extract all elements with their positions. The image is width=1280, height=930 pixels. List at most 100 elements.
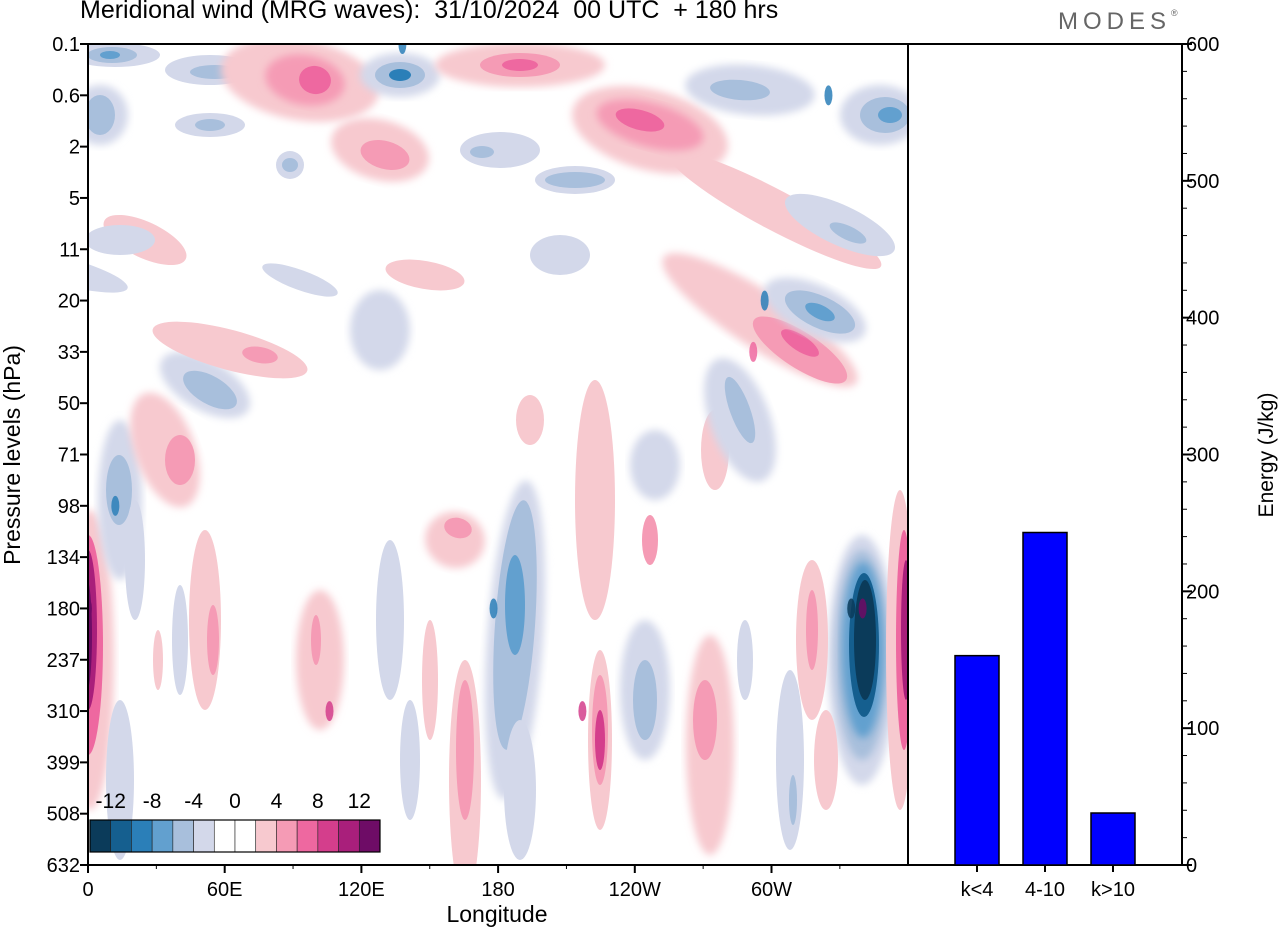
contour-blob xyxy=(854,580,876,700)
contour-blob xyxy=(444,517,472,539)
contour-blob xyxy=(422,620,438,740)
energy-tick-label: 200 xyxy=(1186,581,1219,603)
x-tick-label: 120E xyxy=(338,879,385,901)
contour-blob xyxy=(183,370,237,410)
energy-bar xyxy=(954,654,1000,866)
feature-core xyxy=(749,341,758,362)
contour-blob xyxy=(776,670,804,850)
contour-blob xyxy=(710,79,770,101)
y-tick-label: 632 xyxy=(47,855,80,877)
x-tick-label: 180 xyxy=(481,879,514,901)
contour-blob xyxy=(153,630,163,690)
contour-blob xyxy=(385,259,465,291)
heatmap-field xyxy=(88,44,908,865)
contour-blob xyxy=(195,119,225,131)
colorbar: -12 -8 -4 0 4 8 12 xyxy=(89,790,381,853)
contour-blob xyxy=(630,430,680,500)
brand-logo: MODES® xyxy=(1058,8,1178,36)
colorbar-swatch xyxy=(172,819,194,853)
x-tick-label: 60W xyxy=(751,879,792,901)
y-axis-title: Pressure levels (hPa) xyxy=(0,345,25,565)
colorbar-swatch xyxy=(276,819,298,853)
contour-blob xyxy=(311,615,321,665)
energy-axis: 0 100 200 300 400 500 600 Energy (J/kg) xyxy=(1181,34,1278,877)
colorbar-swatch xyxy=(338,819,360,853)
contour-blob xyxy=(878,107,902,123)
colorbar-swatch xyxy=(296,819,319,853)
contour-blob xyxy=(299,65,331,95)
feature-core xyxy=(111,495,120,516)
y-tick-label: 5 xyxy=(69,188,80,210)
page-title: Meridional wind (MRG waves): 31/10/2024 … xyxy=(80,0,779,24)
brand-name: MODES xyxy=(1058,8,1172,35)
contour-blob xyxy=(172,585,188,695)
contour-blob xyxy=(88,247,128,293)
y-tick-label: 11 xyxy=(59,239,80,261)
contour-blob xyxy=(425,511,485,569)
contour-blob xyxy=(642,515,658,565)
y-tick-label: 237 xyxy=(47,650,80,672)
x-tick-label: 120W xyxy=(609,879,661,901)
x-tick-label: 0 xyxy=(82,879,93,901)
bar-category-label: k>10 xyxy=(1091,879,1135,901)
contour-blob xyxy=(737,620,753,700)
contour-blob xyxy=(901,560,908,700)
contour-blob xyxy=(207,605,219,675)
bar-category-label: 4-10 xyxy=(1025,879,1065,901)
contour-blob xyxy=(633,660,657,740)
contour-blob xyxy=(350,290,410,370)
x-tick-label: 60E xyxy=(207,879,243,901)
energy-bar xyxy=(1022,531,1068,866)
y-tick-label: 399 xyxy=(47,752,80,774)
colorbar-swatch xyxy=(89,819,112,853)
y-tick-label: 0.6 xyxy=(52,85,80,107)
contour-blob xyxy=(575,380,615,620)
contour-blob xyxy=(88,225,155,255)
contour-blob xyxy=(125,500,145,620)
contour-blob xyxy=(615,108,665,132)
contour-blob xyxy=(456,680,474,820)
colorbar-frame xyxy=(89,819,381,853)
contour-blob xyxy=(460,132,540,168)
contour-blob xyxy=(282,158,298,172)
contour-blob xyxy=(400,700,420,820)
contour-blob xyxy=(152,321,308,379)
y-tick-label: 2 xyxy=(69,137,80,159)
contour-blob xyxy=(165,435,195,485)
colorbar-swatch xyxy=(110,819,132,853)
contour-blob xyxy=(502,59,538,71)
contour-blob xyxy=(516,395,544,445)
feature-core xyxy=(858,598,867,619)
colorbar-swatch xyxy=(234,819,257,853)
contour-blob xyxy=(505,555,525,655)
feature-core xyxy=(847,598,856,619)
colorbar-label: 12 xyxy=(348,790,371,813)
contour-blob xyxy=(805,302,835,322)
y-tick-label: 33 xyxy=(58,342,80,364)
energy-tick-label: 100 xyxy=(1186,718,1219,740)
feature-core xyxy=(578,701,587,722)
energy-tick-label: 600 xyxy=(1186,34,1219,56)
feature-core xyxy=(760,290,769,311)
colorbar-label: 8 xyxy=(312,790,324,813)
y-tick-label: 508 xyxy=(47,804,80,826)
y-tick-label: 50 xyxy=(58,393,80,415)
contour-blob xyxy=(470,146,494,158)
energy-tick-label: 300 xyxy=(1186,445,1219,467)
contour-blob xyxy=(530,235,590,275)
contour-blob xyxy=(829,222,867,244)
colorbar-swatch xyxy=(193,819,215,853)
energy-bar xyxy=(1090,812,1136,866)
contour-blob xyxy=(296,590,344,730)
contour-blob xyxy=(100,51,120,59)
y-axis: 0.1 0.6 2 5 11 20 33 50 71 98 134 180 237 310 399 508 63… xyxy=(0,34,88,877)
contour-blob xyxy=(724,376,756,444)
colorbar-swatch xyxy=(317,819,339,853)
contour-blob xyxy=(693,680,717,760)
x-axis-title: Longitude xyxy=(446,901,547,927)
bar-category-label: k<4 xyxy=(961,879,994,901)
y-tick-label: 20 xyxy=(58,291,80,313)
y-tick-label: 0.1 xyxy=(52,34,80,56)
energy-axis-title: Energy (J/kg) xyxy=(1255,393,1278,518)
